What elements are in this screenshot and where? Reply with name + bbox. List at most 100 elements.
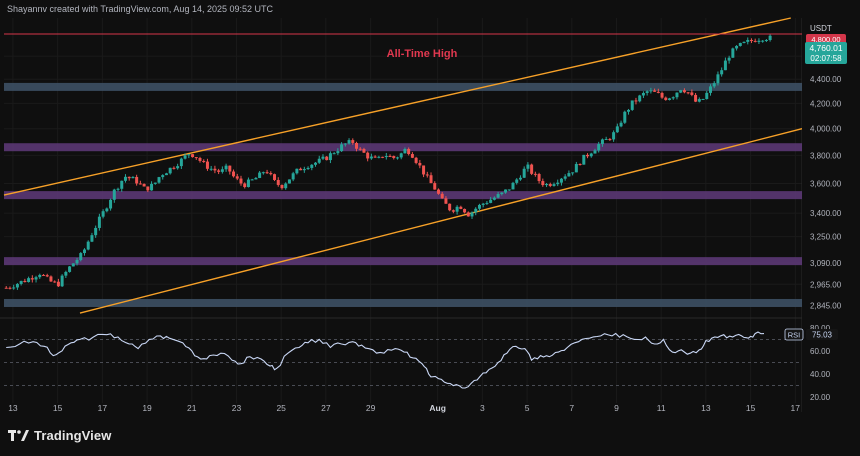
- candle: [619, 120, 623, 128]
- candle: [682, 88, 686, 94]
- candle-body: [30, 278, 34, 280]
- candle-body: [571, 172, 575, 174]
- candle: [768, 34, 772, 42]
- time-tick-label: 23: [232, 403, 242, 413]
- candle-body: [321, 156, 325, 159]
- candle: [720, 67, 724, 77]
- candle: [213, 165, 217, 174]
- candle-body: [291, 173, 295, 180]
- candle-body: [634, 100, 638, 102]
- candle-body: [388, 156, 392, 158]
- candle-body: [440, 193, 444, 199]
- candle-body: [477, 204, 481, 209]
- candle-body: [682, 90, 686, 93]
- candle-body: [164, 173, 168, 176]
- candle: [60, 274, 64, 287]
- candle-body: [526, 164, 530, 169]
- price-tick-label: 4,000.00: [810, 125, 842, 134]
- candle-body: [716, 74, 720, 84]
- candle-body: [727, 57, 731, 61]
- candle-body: [187, 154, 191, 156]
- time-axis[interactable]: 13 15 17 19 21 23 25 27 29 Aug 3 5 7 9 11 13 15 17: [8, 403, 800, 413]
- candle-body: [317, 158, 321, 163]
- horizontal-zones: [4, 82, 802, 307]
- candle: [738, 42, 742, 47]
- candle-body: [276, 179, 280, 185]
- candle-body: [485, 202, 489, 204]
- candle-body: [586, 154, 590, 157]
- candle-body: [511, 182, 515, 190]
- candle: [287, 179, 291, 184]
- candle: [276, 177, 280, 187]
- candle: [101, 209, 105, 219]
- candle: [716, 71, 720, 86]
- candle-body: [649, 90, 653, 92]
- candle-body: [723, 60, 727, 71]
- candle: [284, 182, 288, 190]
- candle: [690, 89, 694, 97]
- candle-body: [53, 281, 57, 283]
- candle: [235, 173, 239, 181]
- candle-body: [332, 153, 336, 155]
- candle-body: [19, 280, 23, 284]
- current-price-badge-bg: [805, 42, 847, 64]
- candle-body: [567, 173, 571, 177]
- candle-body: [228, 165, 232, 172]
- candle: [27, 276, 31, 283]
- candle: [336, 148, 340, 156]
- candle: [559, 177, 563, 186]
- candle: [761, 40, 765, 43]
- candle-body: [742, 41, 746, 43]
- candle-body: [71, 263, 75, 267]
- candle-body: [60, 275, 64, 287]
- candle-body: [325, 156, 329, 161]
- candle: [198, 156, 202, 163]
- candle: [317, 155, 321, 164]
- tradingview-logo[interactable]: TradingView: [8, 428, 111, 443]
- candle-body: [220, 169, 224, 172]
- current-price-value: 4,760.01: [809, 43, 842, 53]
- candle-body: [448, 203, 452, 211]
- candle: [194, 156, 198, 160]
- candle-body: [295, 168, 299, 174]
- candle: [105, 207, 109, 213]
- rsi-name-box: [784, 328, 804, 341]
- candle: [306, 166, 310, 170]
- candle: [518, 175, 522, 181]
- candle: [679, 89, 683, 94]
- candle-body: [38, 274, 42, 278]
- candle: [258, 170, 262, 179]
- candle-body: [701, 98, 705, 100]
- candle-body: [202, 160, 206, 162]
- candle-body: [582, 154, 586, 165]
- time-tick-label: 9: [614, 403, 619, 413]
- candle: [142, 183, 146, 187]
- candle-body: [395, 157, 399, 159]
- candle-body: [235, 176, 239, 179]
- candle-body: [56, 281, 60, 287]
- candle-body: [425, 174, 429, 176]
- candle: [586, 153, 590, 159]
- candle-body: [269, 173, 273, 175]
- candle-body: [608, 138, 612, 140]
- candle: [697, 97, 701, 103]
- candle: [150, 181, 154, 191]
- price-scale-bg: [802, 0, 860, 412]
- price-scale[interactable]: USDT 4,600.004,400.004,200.004,000.003,8…: [784, 0, 860, 412]
- candle: [224, 163, 228, 172]
- candle-body: [343, 143, 347, 145]
- candle: [552, 182, 556, 187]
- candle: [522, 166, 526, 179]
- rsi-name: RSI: [788, 331, 801, 340]
- candle: [392, 155, 396, 160]
- candle: [414, 156, 418, 165]
- candle: [589, 152, 593, 158]
- candle-body: [328, 153, 332, 161]
- candle-body: [410, 154, 414, 158]
- candle: [641, 91, 645, 99]
- candle: [302, 166, 306, 173]
- candle-body: [757, 40, 761, 42]
- candle-body: [645, 91, 649, 94]
